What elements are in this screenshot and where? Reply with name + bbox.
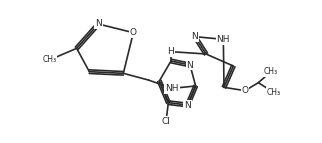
Text: N: N — [192, 32, 198, 41]
Text: N: N — [184, 101, 191, 110]
Text: Cl: Cl — [162, 117, 170, 126]
Text: CH₃: CH₃ — [42, 55, 56, 64]
Text: O: O — [242, 86, 249, 95]
Text: N: N — [95, 19, 102, 28]
Text: N: N — [187, 60, 194, 69]
Text: O: O — [130, 28, 137, 37]
Text: CH₃: CH₃ — [264, 67, 278, 76]
Text: NH: NH — [165, 84, 179, 93]
Text: CH₃: CH₃ — [267, 88, 281, 97]
Text: NH: NH — [217, 35, 230, 44]
Text: H: H — [168, 47, 175, 56]
